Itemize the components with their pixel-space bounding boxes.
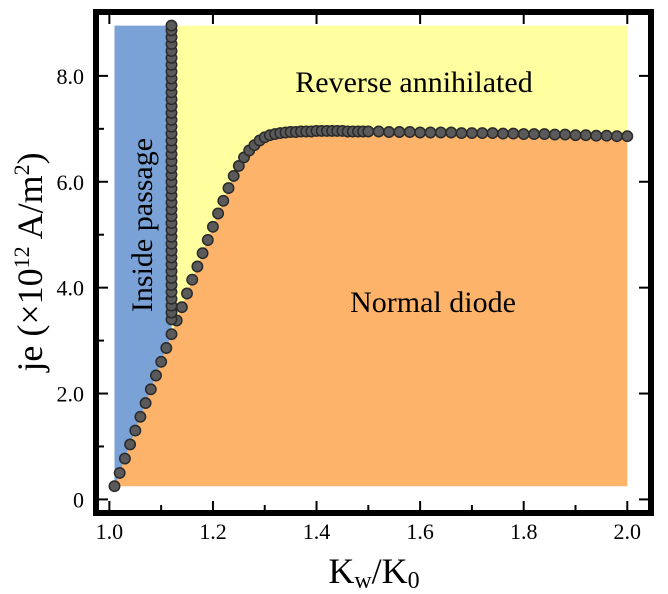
y-tick-label-1: 2.0	[57, 382, 85, 407]
data-point-s0-59	[465, 127, 478, 140]
data-point-s0-2	[118, 452, 131, 465]
data-point-s0-52	[393, 126, 406, 138]
data-point-s0-19	[206, 220, 219, 233]
data-point-s0-16	[191, 260, 204, 273]
region-label-inside: Inside passage	[126, 138, 159, 312]
data-point-s0-69	[569, 129, 582, 142]
data-points	[108, 19, 634, 493]
data-point-s0-8	[150, 369, 162, 382]
data-point-s0-71	[590, 129, 603, 142]
data-point-s0-20	[212, 207, 225, 220]
y-tick-label-2: 4.0	[57, 276, 85, 301]
data-point-s0-57	[445, 126, 458, 139]
data-point-s0-3	[124, 438, 137, 451]
x-axis-title: Kw/K0	[328, 551, 419, 594]
data-point-s0-10	[160, 342, 173, 354]
plot-frame	[93, 9, 654, 516]
data-point-s0-64	[517, 128, 530, 141]
data-point-s0-14	[181, 287, 193, 300]
x-tick-label-0: 1.0	[96, 519, 124, 544]
region-label-normal: Normal diode	[350, 286, 516, 319]
data-point-s0-11	[165, 328, 178, 341]
data-point-s0-21	[217, 194, 230, 207]
data-point-s0-61	[486, 127, 499, 140]
region-normal-diode	[114, 130, 628, 487]
data-point-s0-66	[538, 128, 551, 141]
data-point-s0-67	[548, 128, 561, 141]
data-point-s0-0	[108, 480, 121, 493]
tick-labels: 1.0 1.2 1.4 1.6 1.8 2.0 0 2.0 4.0 6.0 8.0	[57, 64, 642, 544]
y-tick-label-0: 0	[73, 487, 84, 512]
data-point-s0-58	[455, 127, 468, 140]
data-point-s0-17	[196, 247, 209, 260]
data-point-s0-51	[383, 126, 395, 138]
data-point-s0-4	[129, 424, 142, 437]
data-point-s0-56	[434, 126, 447, 139]
data-point-s0-73	[610, 130, 623, 143]
data-point-s0-63	[507, 127, 520, 140]
x-tick-label-5: 2.0	[614, 519, 642, 544]
x-tick-label-1: 1.2	[199, 519, 227, 544]
data-point-s0-74	[621, 130, 634, 143]
data-point-s0-18	[201, 234, 214, 246]
x-tick-label-4: 1.8	[510, 519, 538, 544]
y-tick-label-4: 8.0	[57, 64, 85, 89]
data-point-s0-7	[144, 383, 157, 396]
data-point-s0-53	[403, 126, 416, 138]
data-point-s0-60	[476, 127, 489, 140]
data-point-s0-15	[186, 273, 199, 286]
x-tick-label-2: 1.4	[303, 519, 331, 544]
data-point-s0-65	[528, 128, 541, 141]
data-point-s0-72	[600, 129, 613, 142]
y-tick-label-3: 6.0	[57, 170, 85, 195]
data-point-s0-23	[227, 169, 240, 182]
x-tick-label-3: 1.6	[406, 519, 434, 544]
y-axis-title: je (×1012 A/m2)	[9, 152, 50, 373]
region-label-reverse: Reverse annihilated	[295, 66, 532, 99]
data-point-s0-13	[175, 301, 188, 314]
data-point-s0-22	[222, 182, 235, 195]
data-point-s0-55	[424, 126, 437, 139]
data-point-s0-24	[232, 159, 245, 172]
data-point-s0-54	[414, 126, 427, 139]
regions	[114, 25, 628, 487]
data-point-s0-1	[113, 466, 126, 479]
data-point-s0-5	[134, 410, 147, 423]
data-point-s0-70	[579, 129, 592, 142]
data-point-s0-62	[497, 127, 509, 140]
ticks	[99, 15, 648, 510]
data-point-s0-49	[362, 125, 375, 138]
data-point-s0-6	[139, 397, 152, 410]
region-reverse-annihilated	[171, 25, 628, 335]
data-point-s1-43	[165, 19, 178, 32]
data-point-s0-68	[559, 128, 572, 141]
data-point-s0-9	[155, 355, 168, 368]
data-point-s0-50	[372, 125, 385, 138]
